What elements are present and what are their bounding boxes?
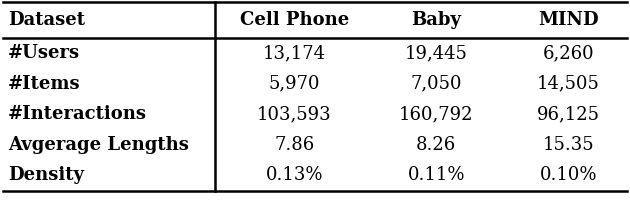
Text: 7.86: 7.86 [275,136,314,154]
Text: MIND: MIND [538,11,599,29]
Text: 103,593: 103,593 [257,105,332,123]
Text: 13,174: 13,174 [263,44,326,62]
Text: #Interactions: #Interactions [8,105,147,123]
Text: 0.13%: 0.13% [266,166,323,184]
Text: Density: Density [8,166,84,184]
Text: 5,970: 5,970 [269,75,320,93]
Text: 8.26: 8.26 [416,136,456,154]
Text: 96,125: 96,125 [537,105,600,123]
Text: 0.11%: 0.11% [408,166,465,184]
Text: 7,050: 7,050 [411,75,462,93]
Text: Baby: Baby [411,11,461,29]
Text: Cell Phone: Cell Phone [240,11,349,29]
Text: 0.10%: 0.10% [540,166,597,184]
Text: Dataset: Dataset [8,11,85,29]
Text: 14,505: 14,505 [537,75,600,93]
Text: #Users: #Users [8,44,80,62]
Text: 160,792: 160,792 [399,105,474,123]
Text: #Items: #Items [8,75,81,93]
Text: Avgerage Lengths: Avgerage Lengths [8,136,189,154]
Text: 15.35: 15.35 [543,136,594,154]
Text: 6,260: 6,260 [543,44,594,62]
Text: 19,445: 19,445 [405,44,467,62]
